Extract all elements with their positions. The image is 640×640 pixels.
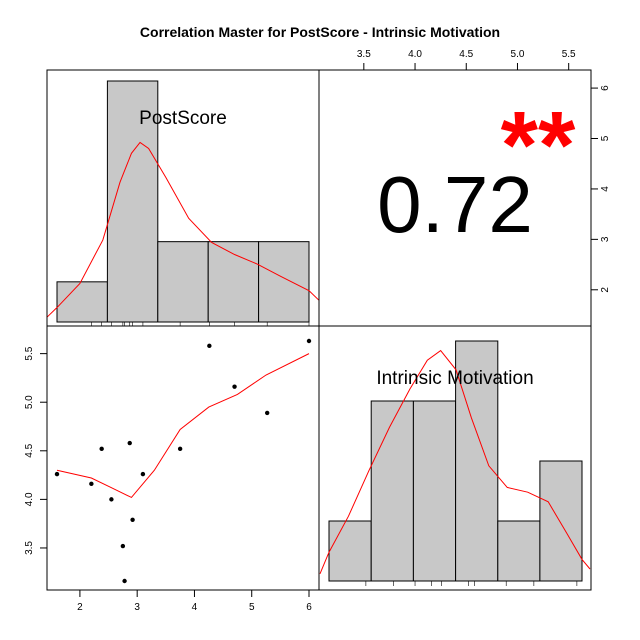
postscore-hist-bar bbox=[157, 241, 209, 323]
top-axis-tick-label: 3.5 bbox=[357, 49, 371, 60]
scatter-point bbox=[99, 446, 104, 452]
top-axis-tick-label: 4.5 bbox=[459, 49, 473, 60]
motivation-hist-bar bbox=[412, 400, 457, 582]
scatter-point bbox=[207, 343, 212, 349]
bottom-axis-tick-label: 2 bbox=[77, 602, 83, 613]
scatter-point bbox=[89, 481, 94, 487]
correlation-value: 0.72 bbox=[377, 160, 533, 249]
scatter-smooth-line bbox=[56, 353, 310, 499]
scatter-point bbox=[264, 410, 270, 416]
bottom-axis-tick-label: 5 bbox=[249, 602, 255, 613]
scatter-point bbox=[122, 578, 127, 584]
bottom-axis-tick-label: 3 bbox=[134, 602, 140, 613]
postscore-rug bbox=[91, 322, 310, 326]
motivation-label: Intrinsic Motivation bbox=[376, 368, 533, 389]
left-axis-tick-label: 4.0 bbox=[24, 492, 35, 506]
motivation-hist-bar bbox=[497, 520, 541, 582]
motivation-rug bbox=[365, 581, 578, 586]
left-axis-tick-label: 3.5 bbox=[24, 541, 35, 555]
left-axis-tick-label: 5.5 bbox=[24, 346, 35, 360]
motivation-hist-bar bbox=[455, 340, 499, 582]
bottom-axis-tick-label: 4 bbox=[192, 602, 198, 613]
significance-stars: ** bbox=[501, 92, 576, 199]
scatter-point bbox=[232, 384, 237, 389]
scatter-point bbox=[130, 517, 135, 522]
bottom-axis: 2 3 4 5 6 bbox=[77, 589, 312, 613]
motivation-hist-bar bbox=[370, 400, 414, 582]
scatter-point bbox=[306, 338, 312, 344]
left-axis-tick-label: 4.5 bbox=[24, 443, 35, 457]
chart-title: Correlation Master for PostScore - Intri… bbox=[140, 24, 500, 40]
right-axis-tick-label: 5 bbox=[600, 135, 611, 141]
motivation-density-curve bbox=[319, 349, 591, 574]
panel-bottom-right bbox=[318, 325, 592, 591]
right-axis-tick-label: 6 bbox=[600, 85, 611, 91]
scatter-point bbox=[54, 471, 60, 477]
top-axis-tick-label: 4.0 bbox=[408, 49, 422, 60]
bottom-axis-tick-label: 6 bbox=[306, 602, 312, 613]
postscore-histogram bbox=[56, 80, 310, 323]
postscore-hist-bar bbox=[106, 80, 159, 323]
right-axis-tick-label: 2 bbox=[600, 287, 611, 293]
postscore-hist-bar bbox=[56, 281, 108, 323]
scatter-point bbox=[120, 543, 126, 549]
postscore-density-curve bbox=[46, 141, 320, 318]
right-axis-tick-label: 4 bbox=[600, 186, 611, 192]
motivation-hist-bar bbox=[328, 520, 372, 582]
scatter-point bbox=[177, 446, 183, 452]
top-axis-tick-label: 5.0 bbox=[511, 49, 525, 60]
right-axis-tick-label: 3 bbox=[600, 236, 611, 242]
postscore-hist-bar bbox=[258, 241, 310, 323]
top-axis-tick-label: 5.5 bbox=[562, 49, 576, 60]
motivation-hist-bar bbox=[539, 460, 583, 582]
scatter-points bbox=[54, 338, 312, 584]
postscore-label: PostScore bbox=[139, 108, 227, 129]
scatter-point bbox=[127, 440, 132, 446]
left-axis-tick-label: 5.0 bbox=[24, 395, 35, 409]
panel-bottom-left bbox=[46, 325, 320, 591]
left-axis: 3.5 4.0 4.5 5.0 5.5 bbox=[24, 346, 48, 555]
top-axis: 3.5 4.0 4.5 5.0 5.5 bbox=[357, 49, 576, 71]
scatter-point bbox=[109, 497, 114, 502]
right-axis: 2 3 4 5 6 bbox=[590, 85, 611, 293]
motivation-histogram bbox=[328, 340, 583, 582]
scatter-point bbox=[140, 471, 146, 477]
